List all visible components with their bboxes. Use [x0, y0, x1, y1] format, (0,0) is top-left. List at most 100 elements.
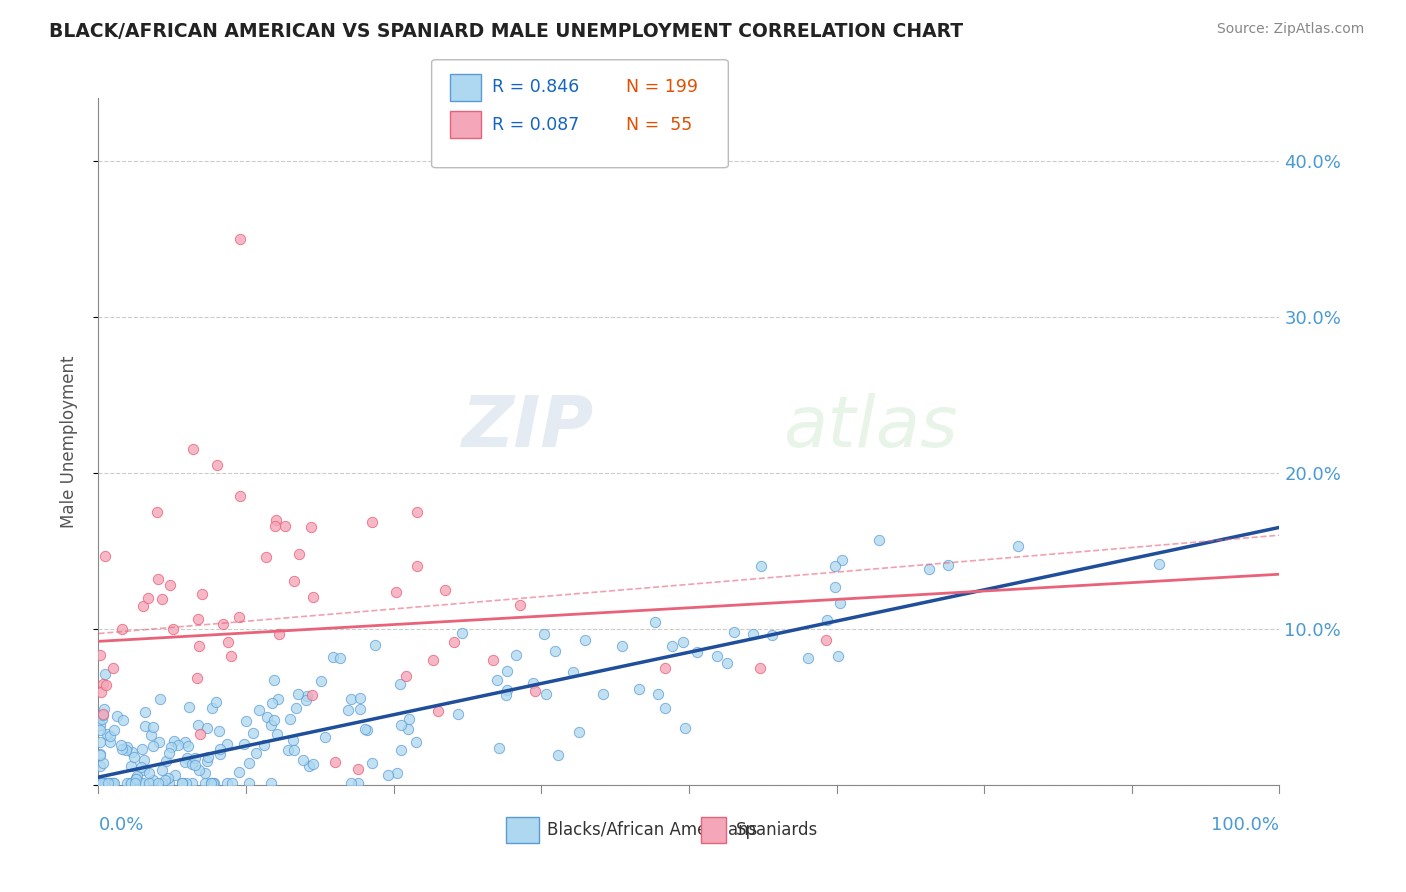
Point: [132, 753, 155, 767]
Point: [148, 735, 170, 749]
Point: [254, 550, 277, 565]
Point: [96, 776, 118, 790]
Point: [111, 622, 134, 636]
Point: [205, 695, 228, 709]
Point: [406, 505, 429, 519]
Point: [98, 729, 121, 743]
Point: [238, 756, 260, 770]
Point: [481, 652, 503, 666]
Point: [287, 687, 309, 701]
Point: [562, 665, 585, 680]
Point: [245, 746, 267, 760]
Point: [89, 758, 111, 772]
Point: [299, 520, 322, 534]
Point: [706, 649, 728, 664]
Point: [654, 661, 676, 675]
Point: [868, 533, 890, 547]
Text: atlas: atlas: [783, 393, 957, 462]
Point: [94, 549, 117, 564]
Point: [187, 639, 209, 653]
Point: [264, 519, 287, 533]
Point: [125, 772, 148, 786]
Text: R = 0.087: R = 0.087: [492, 116, 579, 134]
Point: [346, 776, 368, 790]
Point: [115, 776, 138, 790]
Point: [98, 735, 121, 749]
Point: [138, 776, 160, 790]
Point: [278, 712, 301, 726]
Text: Source: ZipAtlas.com: Source: ZipAtlas.com: [1216, 22, 1364, 37]
Point: [353, 723, 375, 737]
Point: [93, 776, 115, 790]
Point: [283, 743, 305, 757]
Point: [174, 776, 197, 790]
Point: [150, 763, 173, 777]
Point: [195, 721, 218, 735]
Point: [197, 749, 219, 764]
Point: [134, 719, 156, 733]
Point: [1007, 539, 1029, 553]
Point: [200, 776, 222, 790]
Point: [89, 648, 111, 662]
Point: [396, 722, 419, 736]
Point: [314, 730, 336, 744]
Point: [103, 723, 125, 737]
Point: [89, 735, 111, 749]
Point: [138, 591, 160, 606]
Point: [422, 653, 444, 667]
Point: [90, 685, 112, 699]
Point: [91, 776, 114, 790]
Point: [522, 676, 544, 690]
Point: [149, 691, 172, 706]
Point: [918, 562, 941, 576]
Point: [170, 776, 193, 790]
Point: [547, 748, 569, 763]
Y-axis label: Male Unemployment: Male Unemployment: [59, 355, 77, 528]
Point: [146, 776, 169, 790]
Point: [208, 723, 231, 738]
Point: [91, 756, 114, 771]
Point: [131, 760, 153, 774]
Point: [188, 727, 211, 741]
Point: [229, 489, 252, 503]
Point: [117, 740, 139, 755]
Point: [247, 703, 270, 717]
Point: [284, 701, 307, 715]
Point: [544, 644, 567, 658]
Point: [195, 754, 218, 768]
Text: N =  55: N = 55: [626, 116, 692, 134]
Point: [831, 553, 853, 567]
Point: [533, 627, 555, 641]
Point: [361, 515, 384, 529]
Point: [179, 699, 201, 714]
Point: [112, 713, 135, 727]
Point: [302, 590, 325, 604]
Point: [162, 622, 184, 636]
Point: [174, 755, 197, 769]
Point: [323, 755, 346, 769]
Point: [181, 442, 204, 457]
Point: [295, 693, 318, 707]
Point: [364, 639, 387, 653]
Text: 0.0%: 0.0%: [98, 816, 143, 834]
Point: [742, 627, 765, 641]
Point: [232, 737, 254, 751]
Point: [202, 776, 225, 790]
Point: [824, 558, 846, 573]
Point: [91, 707, 114, 722]
Point: [157, 776, 180, 790]
FancyBboxPatch shape: [700, 816, 725, 843]
Point: [142, 773, 165, 788]
Point: [122, 750, 145, 764]
Point: [120, 776, 142, 790]
Point: [672, 635, 695, 649]
Text: R = 0.846: R = 0.846: [492, 78, 579, 96]
Point: [349, 691, 371, 706]
Point: [219, 649, 242, 664]
Point: [187, 718, 209, 732]
Point: [485, 673, 508, 687]
Point: [749, 559, 772, 574]
Point: [150, 592, 173, 607]
Point: [110, 738, 132, 752]
Point: [221, 776, 243, 790]
